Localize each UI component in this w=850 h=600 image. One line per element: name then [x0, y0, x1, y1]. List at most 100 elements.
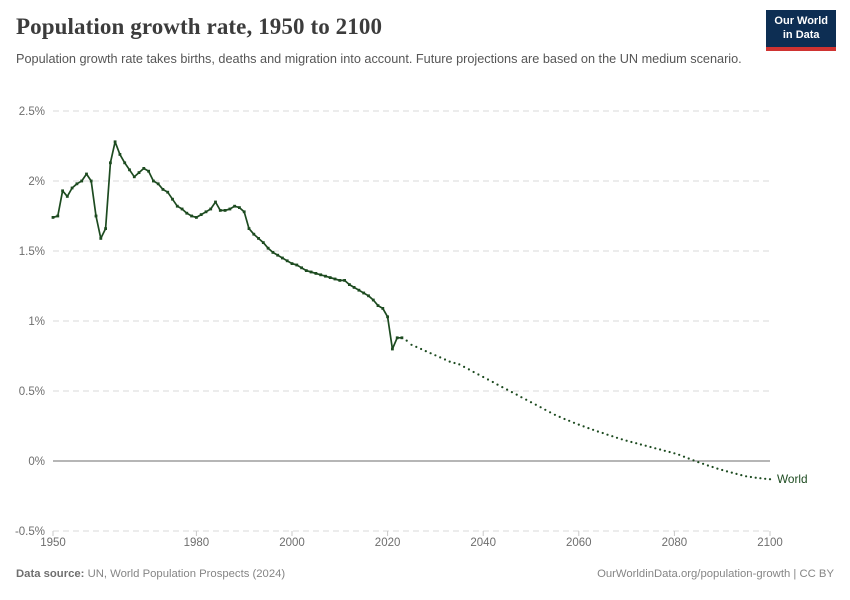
- projection-dot: [558, 415, 561, 418]
- projection-dot: [424, 350, 427, 353]
- projection-dot: [635, 442, 638, 445]
- projection-dot: [654, 447, 657, 450]
- projection-dot: [453, 361, 456, 365]
- data-point-marker: [56, 214, 60, 218]
- data-point-marker: [104, 227, 107, 230]
- data-point-marker: [209, 207, 213, 211]
- owid-logo-line2: in Data: [782, 28, 820, 41]
- projection-dot: [563, 417, 566, 421]
- data-point-marker: [137, 171, 141, 174]
- data-point-marker: [304, 269, 308, 272]
- x-axis-tick-label: 2040: [470, 537, 496, 549]
- data-point-marker: [80, 179, 84, 183]
- projection-dot: [706, 464, 710, 467]
- projection-dot: [544, 408, 547, 411]
- projection-dot: [568, 419, 571, 422]
- projection-dot: [553, 413, 557, 416]
- data-point-marker: [290, 262, 294, 265]
- projection-dot: [735, 472, 738, 475]
- projection-dot: [410, 343, 413, 346]
- projection-dot: [749, 475, 753, 479]
- x-axis-tick-label: 2020: [375, 537, 401, 549]
- data-point-marker: [386, 315, 389, 319]
- chart-title: Population growth rate, 1950 to 2100: [16, 14, 383, 39]
- data-point-marker: [391, 347, 394, 351]
- data-source-label: Data source:: [16, 568, 85, 580]
- projection-dot: [477, 373, 480, 376]
- data-point-marker: [75, 182, 79, 186]
- data-point-marker: [156, 182, 160, 186]
- projection-dot: [606, 433, 609, 436]
- projection-dot: [472, 370, 475, 374]
- data-point-marker: [233, 204, 236, 208]
- x-axis-tick-label: 2060: [566, 537, 592, 549]
- data-point-marker: [338, 279, 342, 282]
- chart-subtitle: Population growth rate takes births, dea…: [16, 52, 742, 66]
- historical-line[interactable]: [52, 140, 403, 350]
- x-axis-tick-label: 1950: [40, 537, 66, 549]
- data-point-marker: [324, 274, 327, 278]
- data-point-marker: [132, 175, 136, 179]
- projection-dot: [448, 360, 451, 363]
- projection-dot: [525, 398, 528, 401]
- data-point-marker: [295, 263, 299, 267]
- projection-dot: [687, 457, 690, 460]
- projection-dot: [673, 452, 676, 455]
- projection-dot: [759, 477, 762, 480]
- data-point-marker: [171, 197, 174, 201]
- data-point-marker: [161, 188, 165, 191]
- projection-dot: [697, 461, 700, 464]
- data-point-marker: [376, 304, 380, 307]
- y-axis-tick-label: 2%: [28, 176, 45, 188]
- data-point-marker: [285, 259, 289, 263]
- data-point-marker: [190, 214, 193, 218]
- owid-logo[interactable]: Our World in Data: [766, 10, 836, 51]
- projection-dot: [510, 391, 513, 394]
- projection-dot: [625, 439, 628, 442]
- data-point-marker: [357, 288, 361, 292]
- data-point-marker: [70, 186, 74, 190]
- data-point-marker: [371, 298, 375, 302]
- y-axis-tick-label: 1.5%: [19, 246, 45, 258]
- owid-url[interactable]: OurWorldinData.org/population-growth | C…: [597, 568, 834, 580]
- projection-dot: [539, 406, 542, 409]
- projection-dot: [467, 368, 470, 371]
- data-point-marker: [99, 237, 103, 240]
- projection-dot: [620, 438, 623, 441]
- data-point-marker: [238, 206, 241, 209]
- line-chart-canvas[interactable]: 2.5% 2% 1.5% 1% 0.5% 0% -0.5%1950 1980 2000 2020 2…: [0, 95, 850, 555]
- projection-dot: [644, 444, 647, 447]
- projection-dot: [458, 363, 461, 366]
- data-point-marker: [333, 277, 337, 281]
- data-point-marker: [319, 273, 323, 277]
- projection-dot: [659, 448, 662, 451]
- data-point-marker: [314, 272, 318, 275]
- data-point-marker: [328, 276, 332, 279]
- data-point-marker: [228, 207, 232, 211]
- projection-dot: [601, 431, 604, 435]
- data-point-marker: [199, 213, 203, 216]
- data-point-marker: [218, 209, 222, 212]
- x-axis-tick-label: 2100: [757, 537, 783, 549]
- projection-dot: [692, 459, 695, 462]
- data-point-marker: [261, 241, 265, 244]
- data-point-marker: [395, 336, 399, 340]
- projection-dot: [596, 430, 600, 433]
- data-point-marker: [300, 266, 303, 270]
- data-point-marker: [85, 172, 88, 176]
- y-axis-tick-label: 0.5%: [19, 386, 45, 398]
- projection-dot: [439, 356, 442, 359]
- data-point-marker: [309, 270, 313, 274]
- projection-dot: [520, 396, 523, 399]
- data-point-marker: [89, 179, 93, 183]
- data-point-marker: [166, 190, 170, 194]
- projection-dot: [587, 427, 590, 430]
- projection-dot: [405, 339, 408, 342]
- y-axis-tick-label: 1%: [28, 316, 45, 328]
- projection-dot: [515, 393, 518, 396]
- y-axis-tick-label: 0%: [28, 456, 45, 468]
- projection-dot: [534, 403, 537, 406]
- data-point-marker: [142, 167, 146, 170]
- data-point-marker: [348, 283, 351, 286]
